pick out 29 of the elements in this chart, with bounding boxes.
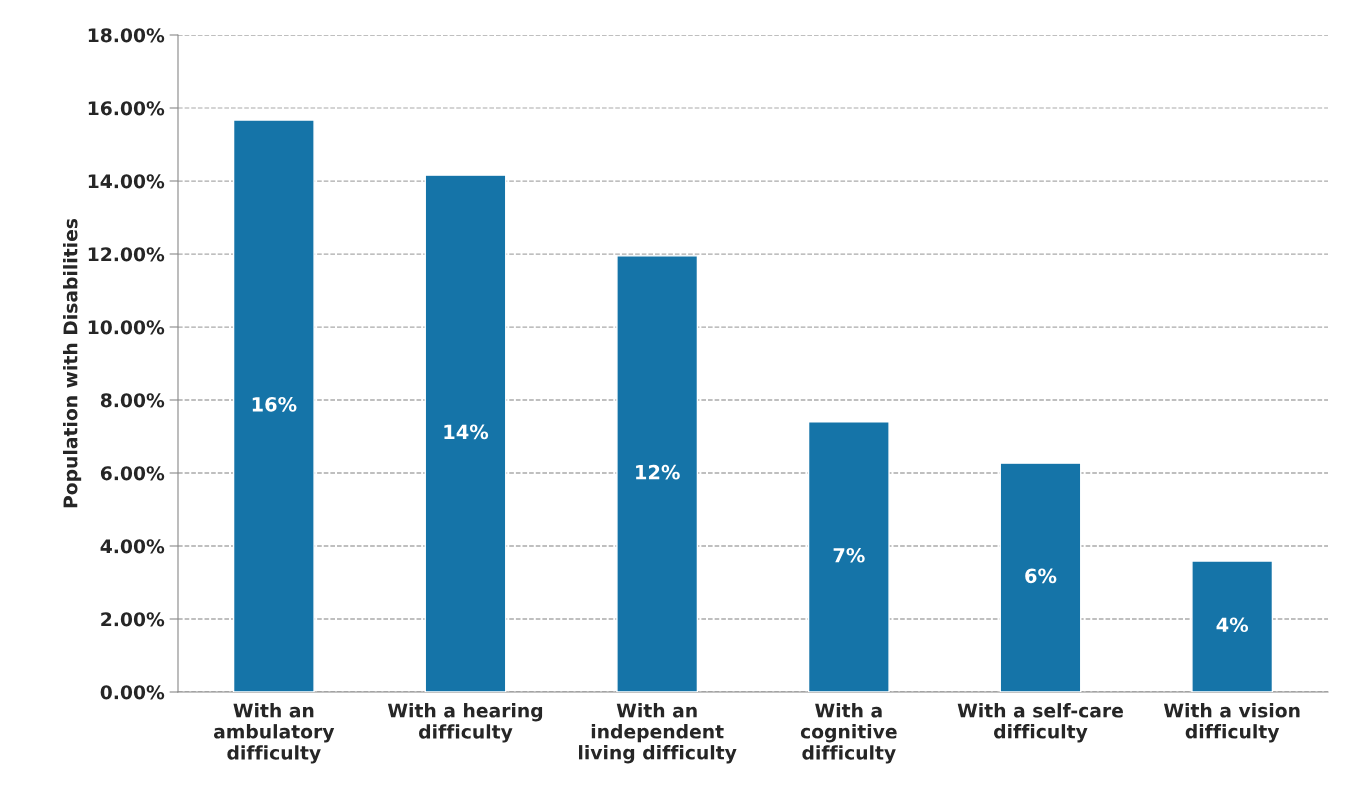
bar [807, 421, 890, 692]
data-label: 14% [444, 424, 489, 440]
data-label: 4% [1216, 617, 1249, 633]
y-axis-title: Population with Disabilities [63, 218, 82, 508]
x-tick-label: With a hearing difficulty [387, 703, 543, 743]
y-tick-label: 18.00% [88, 28, 165, 43]
data-label: 16% [252, 396, 297, 412]
bar [232, 119, 315, 692]
x-tick-label: With a vision difficulty [1163, 703, 1300, 743]
y-tick-label: 10.00% [88, 320, 165, 335]
y-tick-label: 8.00% [100, 393, 165, 408]
y-tick-label: 4.00% [100, 539, 165, 554]
y-tick-label: 12.00% [88, 247, 165, 262]
data-label: 7% [833, 547, 865, 563]
bar [1191, 560, 1274, 692]
bar [999, 462, 1082, 692]
x-tick-label: With an independent living difficulty [579, 703, 737, 764]
bar [424, 174, 507, 692]
x-tick-label: With a cognitive difficulty [800, 703, 897, 764]
y-tick-label: 16.00% [88, 101, 165, 116]
y-tick-label: 6.00% [100, 466, 165, 481]
bar [616, 255, 699, 692]
x-tick-label: With a self-care difficulty [957, 703, 1123, 743]
x-tick-label: With an ambulatory difficulty [213, 703, 335, 764]
y-tick-label: 0.00% [100, 685, 165, 700]
y-tick-label: 2.00% [101, 612, 165, 627]
y-tick-label: 14.00% [88, 174, 165, 189]
data-label: 6% [1025, 568, 1057, 584]
data-label: 12% [636, 464, 680, 480]
